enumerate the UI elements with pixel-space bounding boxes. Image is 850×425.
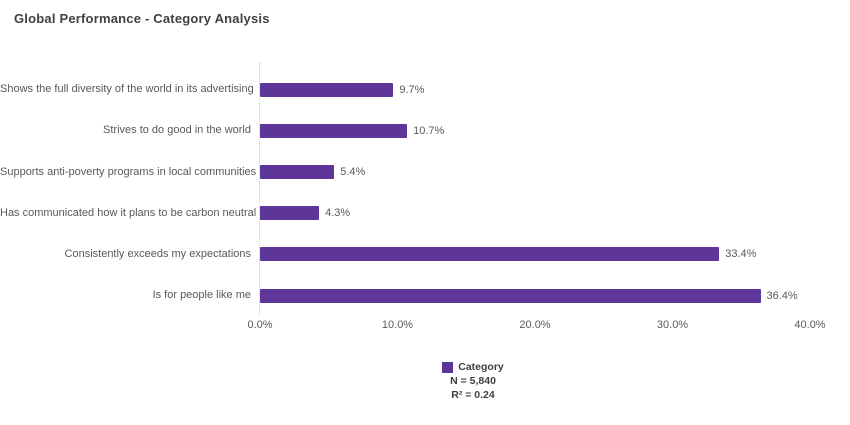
bar[interactable] — [260, 164, 335, 179]
legend: Category N = 5,840 R² = 0.24 — [0, 361, 850, 401]
legend-n-label: N = 5,840 — [450, 375, 496, 387]
category-label: Supports anti-poverty programs in local … — [0, 165, 257, 178]
bar[interactable] — [260, 288, 761, 303]
value-label: 33.4% — [725, 248, 757, 261]
bar[interactable] — [260, 206, 320, 221]
x-axis: 0.0% 10.0% 20.0% 30.0% 40.0% — [247, 319, 825, 333]
bar[interactable] — [260, 247, 720, 262]
x-axis-tick-label: 40.0% — [794, 319, 826, 331]
legend-block: Category N = 5,840 R² = 0.24 — [442, 361, 504, 401]
bar-track: 4.3% — [260, 193, 810, 234]
bar-track: 33.4% — [260, 234, 810, 275]
legend-r2-label: R² = 0.24 — [451, 389, 495, 401]
legend-item-category: Category — [442, 361, 504, 373]
value-label: 10.7% — [413, 124, 445, 137]
bar-row: Supports anti-poverty programs in local … — [0, 151, 850, 192]
category-label: Has communicated how it plans to be carb… — [0, 206, 257, 219]
chart-title: Global Performance - Category Analysis — [14, 11, 270, 26]
bar-track: 10.7% — [260, 110, 810, 151]
category-label: Shows the full diversity of the world in… — [0, 83, 254, 96]
bar-row: Consistently exceeds my expectations 33.4… — [0, 234, 850, 275]
value-label: 4.3% — [325, 207, 351, 220]
value-label: 5.4% — [340, 165, 366, 178]
bar-chart: Shows the full diversity of the world in… — [0, 69, 850, 316]
legend-color-swatch-icon — [442, 361, 454, 373]
x-axis-tick-label: 20.0% — [519, 319, 551, 331]
x-axis-tick-label: 0.0% — [247, 319, 273, 331]
bar[interactable] — [260, 82, 394, 97]
bar-row: Shows the full diversity of the world in… — [0, 69, 850, 110]
bar-row: Has communicated how it plans to be carb… — [0, 193, 850, 234]
category-label: Consistently exceeds my expectations — [64, 248, 251, 261]
bar-row: Strives to do good in the world 10.7% — [0, 110, 850, 151]
bar-track: 36.4% — [260, 275, 810, 316]
category-label: Strives to do good in the world — [103, 124, 251, 137]
value-label: 36.4% — [766, 289, 798, 302]
category-label: Is for people like me — [152, 289, 251, 302]
legend-series-label: Category — [458, 361, 504, 373]
bar-track: 5.4% — [260, 151, 810, 192]
value-label: 9.7% — [399, 83, 425, 96]
x-axis-tick-label: 10.0% — [381, 319, 414, 331]
bar[interactable] — [260, 123, 408, 138]
bar-row: Is for people like me 36.4% — [0, 275, 850, 316]
bar-track: 9.7% — [260, 69, 810, 110]
zero-baseline — [259, 63, 260, 316]
x-axis-tick-label: 30.0% — [656, 319, 689, 331]
